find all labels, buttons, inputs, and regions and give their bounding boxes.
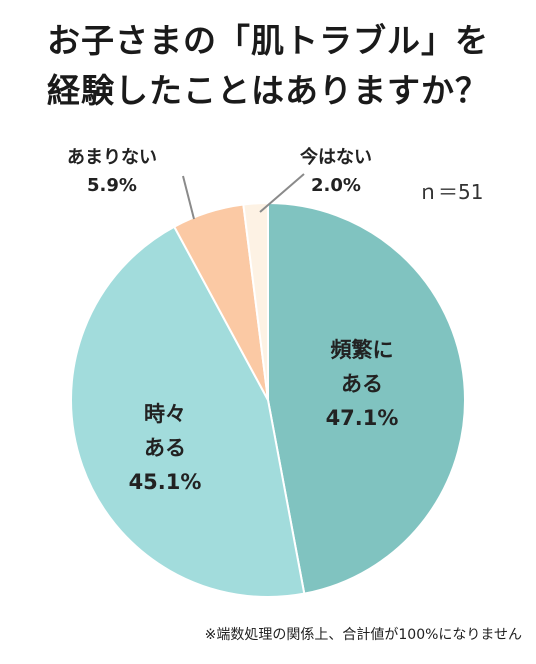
slice-label-3: 今はない 2.0% bbox=[300, 146, 372, 196]
slice-value-2: 5.9% bbox=[87, 175, 137, 196]
slice-name-3: 今はない bbox=[300, 146, 372, 168]
leader-lines bbox=[182, 173, 305, 220]
pie-slice-1 bbox=[70, 225, 306, 598]
footnote: ※端数処理の関係上、合計値が100%になりません bbox=[204, 627, 522, 643]
slice-name-2: あまりない bbox=[67, 147, 157, 168]
sample-size-label: ｎ＝51 bbox=[418, 180, 484, 204]
slice-name-1: 時々 bbox=[144, 402, 186, 426]
title-line-1: お子さまの「肌トラブル」を bbox=[47, 21, 489, 60]
pie-slice-3 bbox=[242, 201, 269, 401]
slice-value-3: 2.0% bbox=[311, 175, 361, 196]
slice-name-1: ある bbox=[144, 436, 186, 460]
chart-title: お子さまの「肌トラブル」を 経験したことはありますか？ bbox=[0, 16, 536, 116]
slice-name-0: ある bbox=[341, 372, 383, 396]
slice-label-0: 頻繁にある 47.1% bbox=[326, 338, 399, 430]
slice-label-2: あまりない 5.9% bbox=[67, 147, 157, 196]
pie-slices bbox=[70, 201, 466, 598]
slice-labels: 頻繁にある 47.1%時々ある 45.1%あまりない 5.9%今はない 2.0% bbox=[67, 146, 398, 494]
leader-line-2 bbox=[182, 175, 195, 220]
leader-line-3 bbox=[259, 173, 305, 213]
title-line-2: 経験したことはありますか？ bbox=[47, 71, 489, 110]
pie-slice-0 bbox=[267, 201, 466, 595]
slice-value-0: 47.1% bbox=[326, 406, 399, 430]
slice-name-0: 頻繁に bbox=[331, 338, 394, 362]
slice-label-1: 時々ある 45.1% bbox=[129, 402, 202, 494]
slice-value-1: 45.1% bbox=[129, 470, 202, 494]
